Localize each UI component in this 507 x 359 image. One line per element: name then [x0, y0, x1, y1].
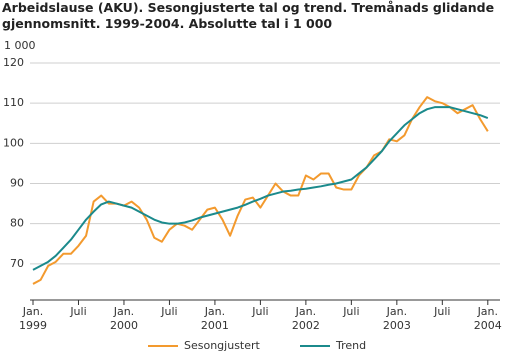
x-tick-label: Juli: [433, 305, 450, 318]
x-tick-label: Jan. 1999: [19, 305, 47, 332]
y-tick-label: 110: [3, 96, 24, 109]
y-tick-label: 90: [10, 177, 24, 190]
chart-title: Arbeidslause (AKU). Sesongjusterte tal o…: [2, 0, 495, 31]
x-tick-label: Juli: [251, 305, 268, 318]
x-tick-label: Jan. 2001: [201, 305, 229, 332]
x-tick-label: Juli: [160, 305, 177, 318]
x-tick-label: Jan. 2004: [474, 305, 502, 332]
legend-label: Trend: [335, 339, 366, 352]
y-tick-label: 70: [10, 257, 24, 270]
y-tick-label: 80: [10, 217, 24, 230]
legend-label: Sesongjustert: [184, 339, 261, 352]
x-tick-label: Juli: [69, 305, 86, 318]
series-line: [32, 106, 489, 271]
y-tick-label: 100: [3, 136, 24, 149]
x-tick-label: Juli: [342, 305, 359, 318]
x-tick-label: Jan. 2002: [292, 305, 320, 332]
series-line: [32, 96, 489, 285]
y-axis-label: 1 000: [4, 39, 36, 52]
y-tick-label: 120: [3, 56, 24, 69]
x-tick-label: Jan. 2003: [383, 305, 411, 332]
x-tick-label: Jan. 2000: [110, 305, 138, 332]
